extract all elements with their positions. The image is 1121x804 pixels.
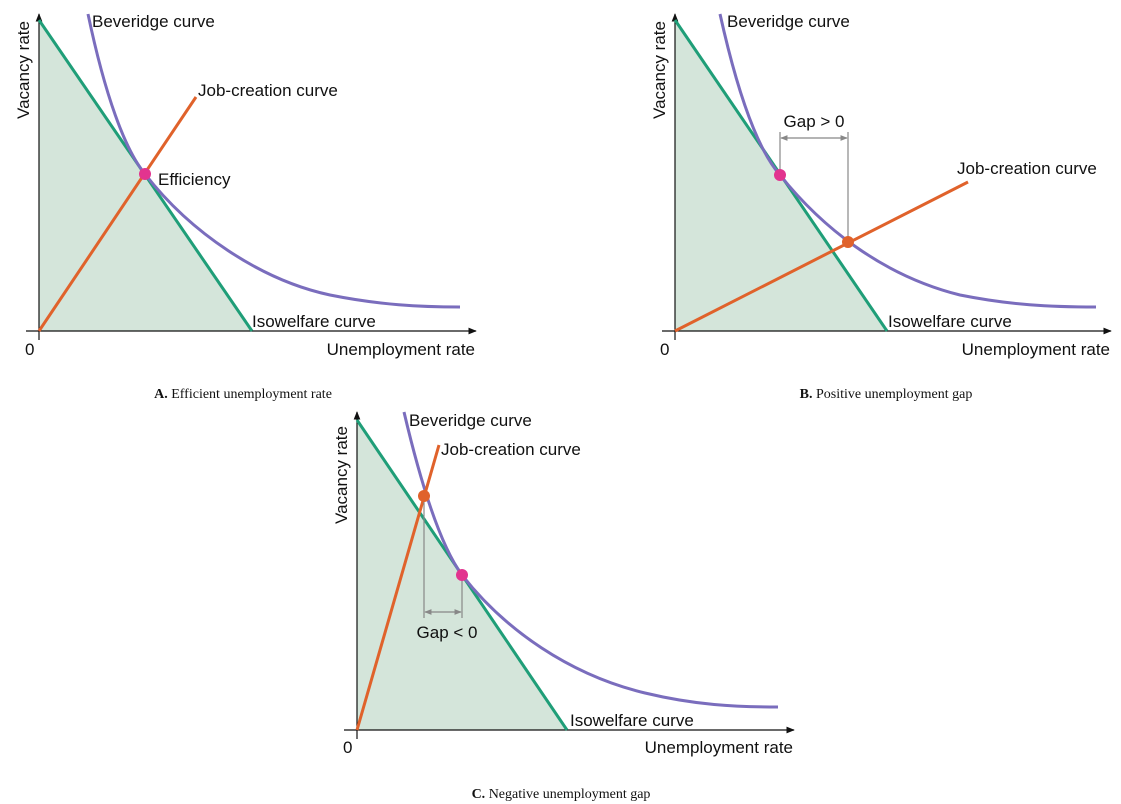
job-creation-label: Job-creation curve <box>441 440 581 459</box>
origin-label: 0 <box>660 340 669 359</box>
isowelfare-label: Isowelfare curve <box>888 312 1012 331</box>
efficiency-point <box>774 169 786 181</box>
isowelfare-label: Isowelfare curve <box>252 312 376 331</box>
x-axis-label: Unemployment rate <box>962 340 1110 359</box>
equilibrium-point <box>842 236 854 248</box>
origin-label: 0 <box>343 738 352 757</box>
panel-c: Vacancy rate Unemployment rate 0 Beverid… <box>332 411 795 802</box>
y-axis-label: Vacancy rate <box>650 21 669 119</box>
caption: A. Efficient unemployment rate <box>154 387 332 402</box>
y-axis-label: Vacancy rate <box>332 426 351 524</box>
y-axis-label: Vacancy rate <box>14 21 33 119</box>
isowelfare-label: Isowelfare curve <box>570 711 694 730</box>
efficiency-point <box>456 569 468 581</box>
beveridge-curve <box>86 13 461 309</box>
x-axis-label: Unemployment rate <box>327 340 475 359</box>
caption-text: Efficient unemployment rate <box>171 387 332 402</box>
job-creation-label: Job-creation curve <box>957 159 1097 178</box>
caption: C. Negative unemployment gap <box>472 787 651 802</box>
job-creation-curve <box>37 96 198 332</box>
beveridge-label: Beveridge curve <box>727 12 850 31</box>
panel-a: Vacancy rate Unemployment rate 0 Beverid… <box>14 12 477 402</box>
beveridge-curve <box>718 13 1097 309</box>
gap-label: Gap > 0 <box>784 112 845 131</box>
beveridge-label: Beveridge curve <box>92 12 215 31</box>
caption-text: Negative unemployment gap <box>489 787 651 802</box>
origin-label: 0 <box>25 340 34 359</box>
caption-letter: B. <box>800 387 813 402</box>
job-creation-label: Job-creation curve <box>198 81 338 100</box>
efficiency-point <box>139 168 151 180</box>
beveridge-curve <box>402 411 779 709</box>
caption-letter: A. <box>154 387 168 402</box>
x-axis-label: Unemployment rate <box>645 738 793 757</box>
job-creation-curve <box>674 180 969 333</box>
equilibrium-point <box>418 490 430 502</box>
caption-letter: C. <box>472 787 486 802</box>
panel-b: Vacancy rate Unemployment rate 0 Beverid… <box>650 12 1112 402</box>
caption: B. Positive unemployment gap <box>800 387 973 402</box>
beveridge-label: Beveridge curve <box>409 411 532 430</box>
efficiency-label: Efficiency <box>158 170 231 189</box>
caption-text: Positive unemployment gap <box>816 387 972 402</box>
gap-label: Gap < 0 <box>417 623 478 642</box>
